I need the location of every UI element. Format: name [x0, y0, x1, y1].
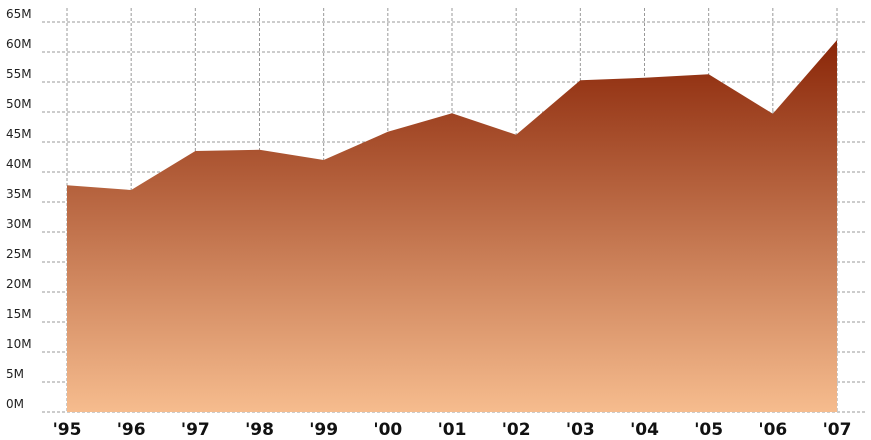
x-tick-label: '00 [373, 420, 402, 440]
y-tick-label: 35M [6, 187, 32, 201]
x-tick-label: '02 [502, 420, 531, 440]
y-tick-label: 5M [6, 367, 24, 381]
y-tick-label: 50M [6, 97, 32, 111]
y-tick-label: 0M [6, 397, 24, 411]
y-tick-label: 45M [6, 127, 32, 141]
x-tick-label: '95 [53, 420, 82, 440]
y-tick-label: 55M [6, 67, 32, 81]
area [67, 40, 837, 412]
x-tick-label: '97 [181, 420, 210, 440]
y-tick-label: 20M [6, 277, 32, 291]
y-tick-label: 30M [6, 217, 32, 231]
y-tick-label: 40M [6, 157, 32, 171]
y-tick-label: 60M [6, 37, 32, 51]
y-tick-label: 10M [6, 337, 32, 351]
y-tick-label: 65M [6, 7, 32, 21]
y-tick-label: 15M [6, 307, 32, 321]
x-tick-label: '99 [309, 420, 338, 440]
x-tick-label: '04 [630, 420, 659, 440]
x-tick-label: '01 [438, 420, 467, 440]
x-tick-label: '05 [694, 420, 723, 440]
x-tick-label: '06 [758, 420, 787, 440]
x-tick-label: '03 [566, 420, 595, 440]
x-tick-label: '98 [245, 420, 274, 440]
y-tick-label: 25M [6, 247, 32, 261]
x-tick-label: '07 [823, 420, 852, 440]
x-tick-label: '96 [117, 420, 146, 440]
